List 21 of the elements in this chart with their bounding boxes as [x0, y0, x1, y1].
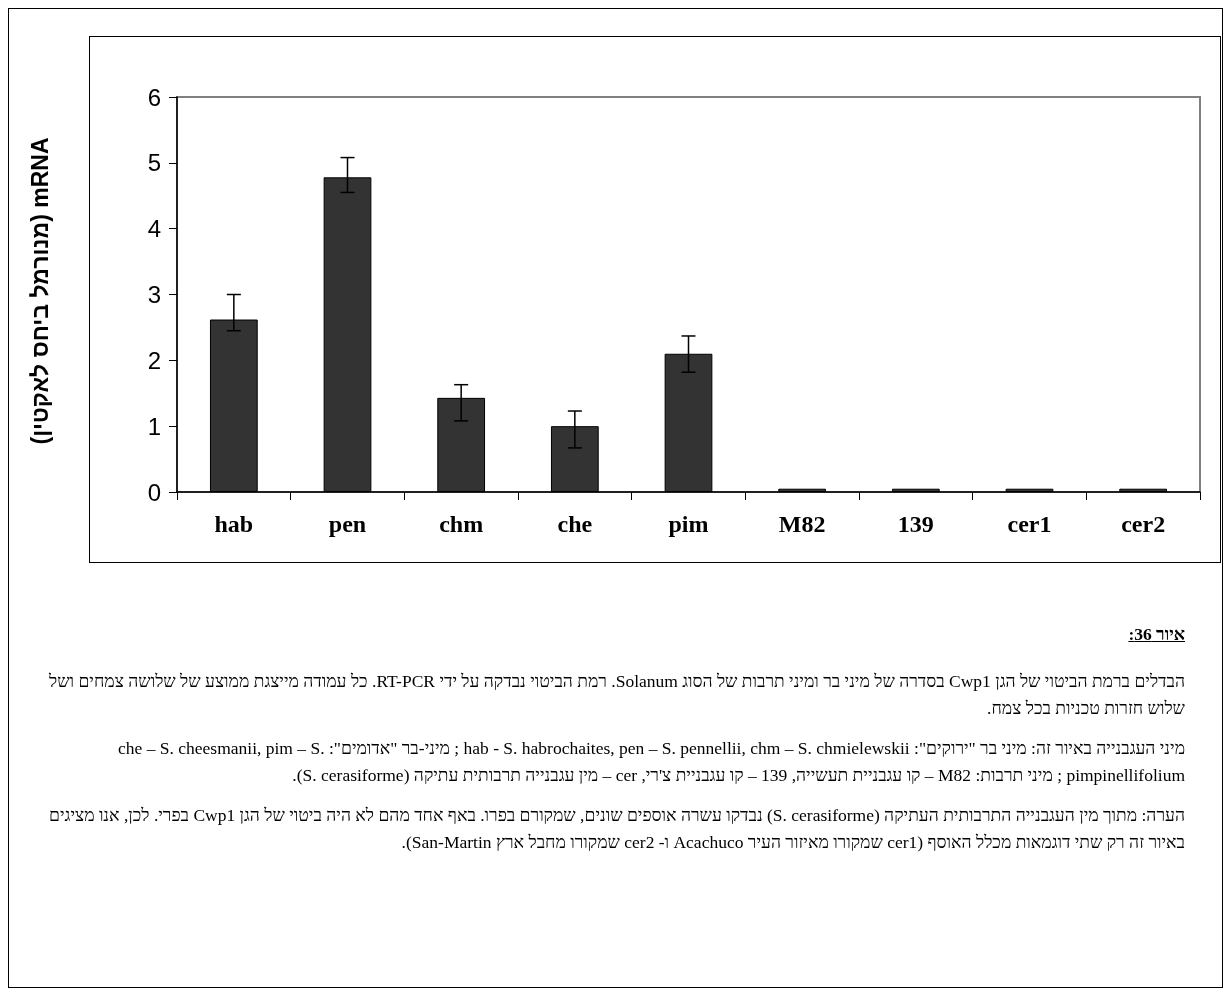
y-tick-label: 4 [147, 215, 161, 243]
x-tick-label: cer2 [1121, 511, 1166, 537]
x-tick-label: cer1 [1007, 511, 1052, 537]
x-tick-label: pen [328, 511, 367, 537]
x-tick-label: M82 [778, 511, 826, 537]
y-tick-label: 6 [147, 83, 161, 111]
x-tick-label: pim [668, 511, 709, 537]
x-tick-label: 139 [897, 511, 934, 537]
text: הערה: מתוך מין העגבנייה התרבותית העתיקה (S. cerasiforme) נבדקו עשרה אוספים שונים, שמקורם בפרו. באף אחד מהם לא היה ביטוי של הגן Cwp1 בפרי. לכן, אנו מציגים באיור זה רק שתי דוגמאות מכלל האוסף (cer1 שמקורו מאיזור העיר Acachuco ו- cer2 שמקורו מחבל ארץ San-Martin). [48, 804, 1185, 854]
y-tick-label: 2 [147, 346, 161, 374]
y-tick-label: 5 [147, 149, 161, 177]
x-tick-label: chm [439, 511, 484, 537]
y-tick-label: 0 [147, 478, 161, 506]
y-axis-title: mRNA (מנורמל ביחס לאקטין) [27, 136, 54, 447]
x-tick-label: hab [214, 511, 254, 537]
text: הבדלים ברמת הביטוי של הגן Cwp1 בסדרה של מיני בר ומיני תרבות של הסוג Solanum. רמת הביטוי נבדקה על ידי RT-PCR. כל עמודה מייצגת ממוצע של שלושה צמחים ושל שלוש חזרות טכניות בכל צמח. [48, 670, 1185, 720]
y-tick-label: 1 [147, 412, 161, 440]
text: איור 36: [1127, 623, 1185, 646]
text: מיני העגבנייה באיור זה: מיני בר "ירוקים": hab - S. habrochaites, pen – S. pennellii, chm – S. chmielewskii ; מיני-בר "אדומים": che – S. cheesmanii, pim – S. pimpinellifolium ; מיני תרבות: M82 – קו עגבניית תעשייה, 139 – קו עגבניית צ'רי, cer – מין עגבנייה תרבותית עתיקה (S. cerasiforme). [117, 737, 1185, 787]
y-tick-label: 3 [147, 281, 161, 308]
x-tick-label: che [557, 511, 593, 537]
